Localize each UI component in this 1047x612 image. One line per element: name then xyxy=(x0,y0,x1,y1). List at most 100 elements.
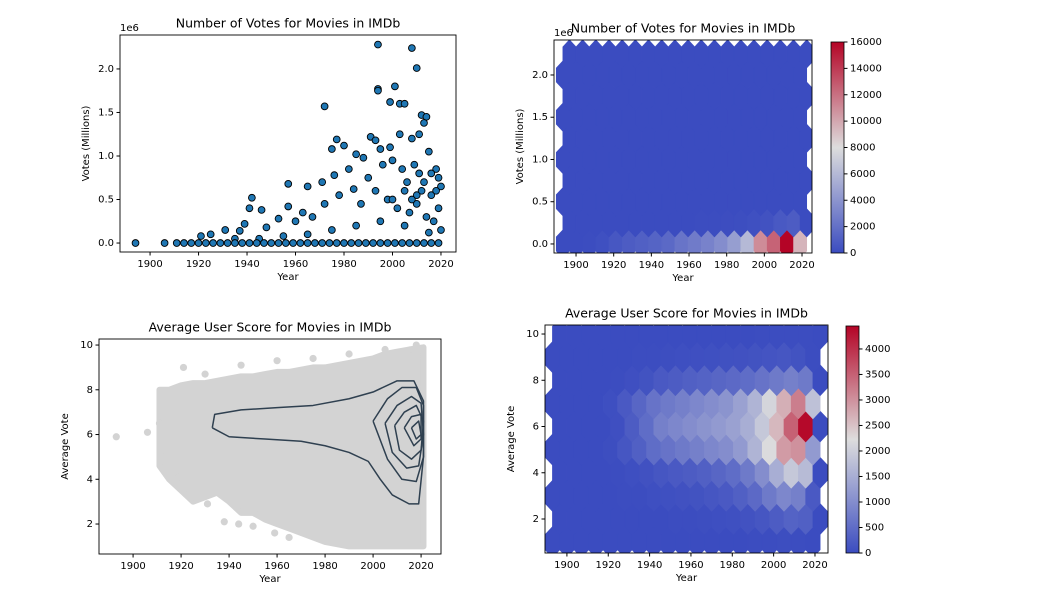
point xyxy=(352,221,360,230)
colorbar xyxy=(830,41,845,254)
y-tick-label: 10 xyxy=(526,329,539,340)
point xyxy=(352,150,360,159)
point xyxy=(427,169,436,178)
point xyxy=(357,200,365,208)
point xyxy=(235,226,244,235)
y-tick-label: 4 xyxy=(87,474,93,485)
point xyxy=(296,239,305,247)
point xyxy=(308,213,317,221)
point xyxy=(175,473,183,481)
point xyxy=(249,522,257,530)
point xyxy=(303,182,312,191)
point xyxy=(245,239,254,247)
point xyxy=(197,232,205,240)
y-tick-label: 8 xyxy=(533,375,539,386)
x-tick-label: 1940 xyxy=(234,259,259,270)
point xyxy=(359,153,368,162)
point xyxy=(371,136,380,145)
y-tick-label: 4 xyxy=(533,468,539,479)
point xyxy=(383,239,392,247)
point xyxy=(415,130,424,139)
x-tick-label: 2020 xyxy=(802,560,827,571)
chart-title: Number of Votes for Movies in IMDb xyxy=(571,21,796,36)
point xyxy=(420,239,428,247)
point xyxy=(364,173,373,182)
point xyxy=(386,98,394,106)
x-tick-label: 1920 xyxy=(168,561,193,572)
colorbar-tick-label: 3500 xyxy=(865,369,890,380)
point xyxy=(378,160,387,169)
x-tick-label: 1900 xyxy=(563,260,588,271)
axes-frame xyxy=(544,324,829,554)
point xyxy=(172,239,181,247)
point xyxy=(376,145,385,153)
point xyxy=(412,64,421,72)
x-tick-label: 1960 xyxy=(678,560,703,571)
chart-title: Average User Score for Movies in IMDb xyxy=(565,306,808,321)
point xyxy=(262,223,271,232)
point xyxy=(424,147,433,156)
colorbar-tick-label: 1500 xyxy=(865,471,890,482)
point xyxy=(412,200,421,208)
point xyxy=(386,143,394,152)
point xyxy=(298,208,307,217)
point xyxy=(194,239,203,247)
colorbar-tick-label: 3000 xyxy=(865,395,890,406)
colorbar-tick-label: 4000 xyxy=(850,195,875,206)
point xyxy=(376,217,385,226)
point xyxy=(155,419,164,427)
x-tick-label: 1960 xyxy=(264,561,289,572)
y-tick-label: 6 xyxy=(533,422,539,433)
point xyxy=(412,191,421,200)
point xyxy=(143,428,152,436)
point xyxy=(398,239,407,247)
point xyxy=(369,239,377,247)
x-tick-label: 1940 xyxy=(639,260,664,271)
x-tick-label: 1960 xyxy=(676,260,701,271)
point xyxy=(393,204,402,213)
point xyxy=(273,357,281,365)
point xyxy=(437,182,445,191)
point xyxy=(238,239,247,247)
point xyxy=(267,239,276,247)
y-tick-label: 10 xyxy=(80,340,93,351)
point xyxy=(434,239,443,247)
colorbar-tick-label: 4000 xyxy=(865,344,890,355)
point xyxy=(223,239,232,247)
colorbar-tick-label: 12000 xyxy=(850,90,882,101)
point xyxy=(422,213,431,221)
point xyxy=(349,185,358,193)
point xyxy=(271,529,279,537)
colorbar-tick-label: 2500 xyxy=(865,420,890,431)
point xyxy=(189,493,197,501)
point xyxy=(417,186,426,195)
y-tick-label: 2.0 xyxy=(532,70,548,81)
point xyxy=(354,239,363,247)
point xyxy=(344,165,353,173)
point xyxy=(420,119,428,127)
y-tick-label: 1.5 xyxy=(98,107,114,118)
contour-line xyxy=(410,420,422,440)
colorbar-tick-label: 2000 xyxy=(850,222,875,233)
x-tick-label: 2020 xyxy=(428,259,453,270)
point xyxy=(408,44,416,52)
axis-offset-text: 1e6 xyxy=(554,28,573,39)
point xyxy=(252,239,261,247)
x-tick-label: 1980 xyxy=(331,259,356,270)
chart-title: Average User Score for Movies in IMDb xyxy=(149,320,392,335)
x-tick-label: 1920 xyxy=(186,259,211,270)
point xyxy=(112,433,120,441)
x-tick-label: 1920 xyxy=(596,560,621,571)
point xyxy=(420,178,428,186)
point xyxy=(285,533,293,542)
point xyxy=(231,239,239,247)
contour-line xyxy=(384,395,425,469)
y-tick-label: 0.5 xyxy=(532,197,548,208)
point xyxy=(279,232,288,240)
point xyxy=(410,160,419,169)
point xyxy=(391,239,399,247)
y-axis-label: Votes (Millions) xyxy=(515,108,526,184)
x-tick-label: 2000 xyxy=(761,560,786,571)
point xyxy=(220,518,228,526)
plot-area xyxy=(545,325,828,553)
